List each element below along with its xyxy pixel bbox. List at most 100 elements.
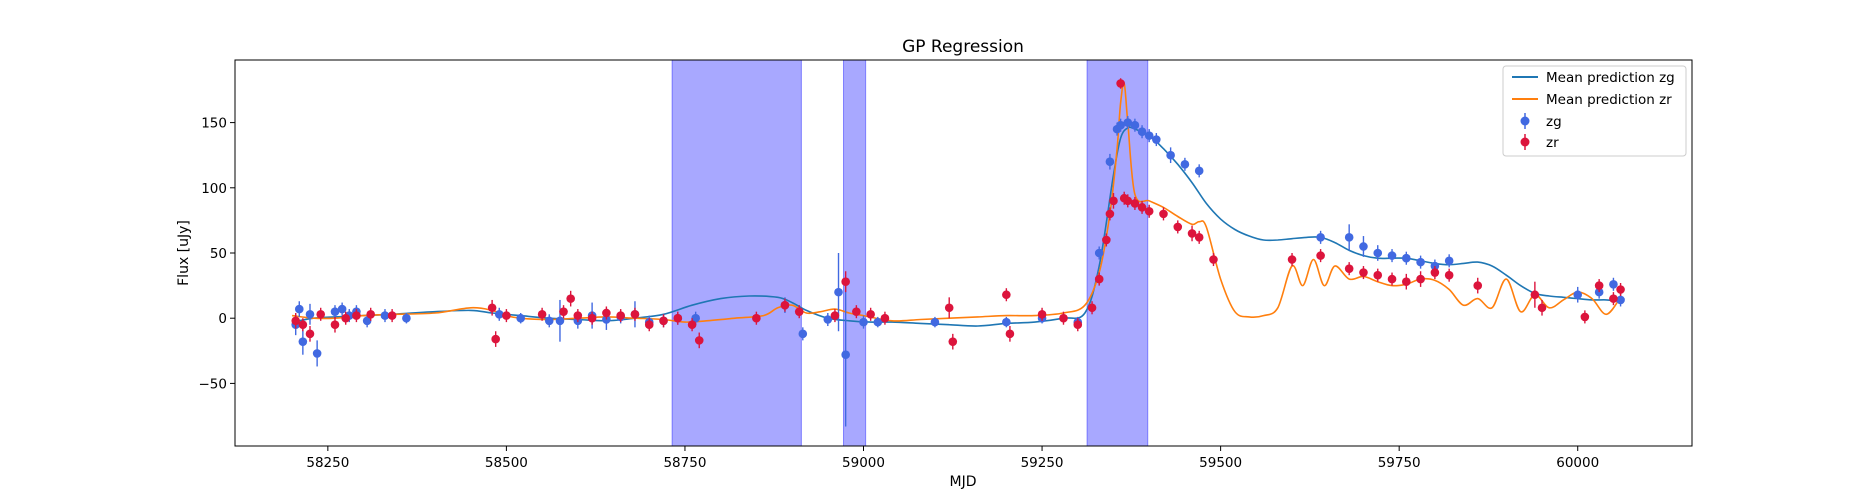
zg-data-point — [337, 302, 347, 316]
zr-data-point — [559, 305, 568, 319]
zr-data-point — [1130, 196, 1140, 210]
zr-data-point — [1402, 273, 1411, 290]
zg-data-point — [1344, 224, 1354, 251]
zr-data-point — [1416, 271, 1425, 287]
legend-label-zg-points: zg — [1546, 114, 1562, 130]
x-tick-label: 58500 — [485, 455, 528, 471]
zg-data-point — [298, 328, 308, 355]
zr-data-point — [948, 333, 958, 350]
zg-data-point — [1387, 249, 1397, 263]
zg-data-point — [1123, 116, 1133, 130]
zr-data-point — [752, 311, 761, 325]
chart-title: GP Regression — [902, 37, 1024, 57]
x-axis-ticks: 58250 58500 58750 59000 59250 59500 59750 60000 — [306, 446, 1599, 471]
zr-data-point — [1137, 200, 1147, 214]
zr-data-point — [659, 314, 668, 328]
shaded-region-1 — [671, 60, 802, 446]
zg-data-point — [1137, 125, 1147, 139]
zr-data-point — [794, 305, 804, 319]
zr-data-point — [1209, 253, 1218, 267]
zg-data-point — [1105, 153, 1115, 170]
zr-data-point — [830, 309, 840, 323]
zr-data-point — [573, 309, 583, 323]
zr-data-point — [587, 311, 597, 325]
zr-data-point — [566, 290, 575, 307]
zg-data-point — [798, 327, 808, 341]
zg-data-point — [930, 316, 940, 328]
zr-data-point — [1359, 266, 1368, 280]
zg-data-point — [1444, 254, 1454, 268]
zg-data-point — [834, 253, 843, 332]
zr-data-point — [944, 297, 954, 319]
zr-data-point — [291, 312, 301, 329]
x-tick-label: 59750 — [1378, 455, 1421, 471]
zg-data-point — [1002, 316, 1011, 328]
zr-data-point — [352, 309, 361, 323]
zr-data-point — [694, 332, 704, 349]
zg-data-point — [1359, 236, 1368, 257]
zg-data-point — [402, 312, 411, 324]
zr-data-point — [366, 307, 376, 321]
zg-data-point — [1194, 164, 1204, 178]
zr-data-point — [330, 316, 340, 333]
legend-swatch-zg-points — [1520, 113, 1530, 129]
zg-data-point — [544, 314, 554, 328]
zg-data-point — [555, 299, 565, 342]
zr-data-point — [1173, 220, 1183, 234]
zr-data-point — [502, 309, 511, 323]
x-tick-label: 59250 — [1021, 455, 1064, 471]
x-axis-label: MJD — [950, 474, 977, 490]
observation-points — [291, 78, 1625, 427]
zr-data-point — [630, 307, 640, 321]
zg-data-point — [380, 309, 390, 323]
zg-data-point — [1116, 118, 1125, 132]
x-tick-label: 59500 — [1199, 455, 1242, 471]
zr-data-point — [1473, 277, 1483, 294]
zr-data-point — [487, 299, 497, 316]
zr-data-point — [780, 298, 790, 312]
zr-data-point — [1159, 207, 1168, 221]
zg-data-point — [305, 303, 315, 325]
zr-data-point — [1102, 233, 1111, 247]
zg-data-point — [1144, 129, 1154, 143]
zg-data-point — [1416, 255, 1425, 269]
x-tick-label: 59000 — [842, 455, 885, 471]
zr-data-point — [602, 306, 611, 320]
zr-data-point — [673, 311, 683, 325]
legend-label-zg-line: Mean prediction zg — [1546, 70, 1675, 86]
zr-data-point — [1059, 311, 1068, 325]
zr-data-point — [1430, 266, 1440, 280]
zg-data-point — [823, 312, 833, 327]
zr-data-point — [1316, 249, 1325, 263]
zg-data-point — [312, 340, 322, 367]
zg-data-point — [859, 315, 868, 329]
legend: Mean prediction zg Mean prediction zr zg… — [1502, 65, 1687, 157]
zr-data-point — [1109, 193, 1118, 209]
zg-data-point — [841, 282, 850, 427]
y-tick-label: 50 — [210, 246, 227, 262]
zr-data-point — [880, 311, 890, 325]
zr-data-point — [1116, 78, 1125, 89]
zr-data-point — [1105, 207, 1115, 221]
zr-data-point — [1187, 225, 1197, 242]
shaded-region-2 — [843, 60, 867, 446]
zg-data-point — [294, 301, 304, 317]
zr-data-point — [1616, 282, 1625, 297]
zr-data-point — [687, 318, 697, 332]
y-tick-label: 100 — [201, 181, 227, 197]
legend-box — [1502, 65, 1687, 157]
zg-data-point — [1152, 133, 1161, 147]
zr-data-point — [852, 305, 861, 319]
x-tick-label: 58250 — [306, 455, 349, 471]
zg-data-point — [873, 316, 883, 328]
zg-data-point — [1180, 157, 1190, 171]
y-axis-label: Flux [uJy] — [176, 220, 192, 286]
zr-data-point — [1580, 310, 1590, 324]
zr-data-point — [1194, 230, 1204, 244]
zr-data-point — [1387, 272, 1397, 286]
zg-data-point — [1373, 245, 1383, 261]
zr-data-point — [341, 311, 351, 325]
zg-data-point — [494, 307, 504, 321]
legend-label-zr-points: zr — [1546, 135, 1559, 151]
